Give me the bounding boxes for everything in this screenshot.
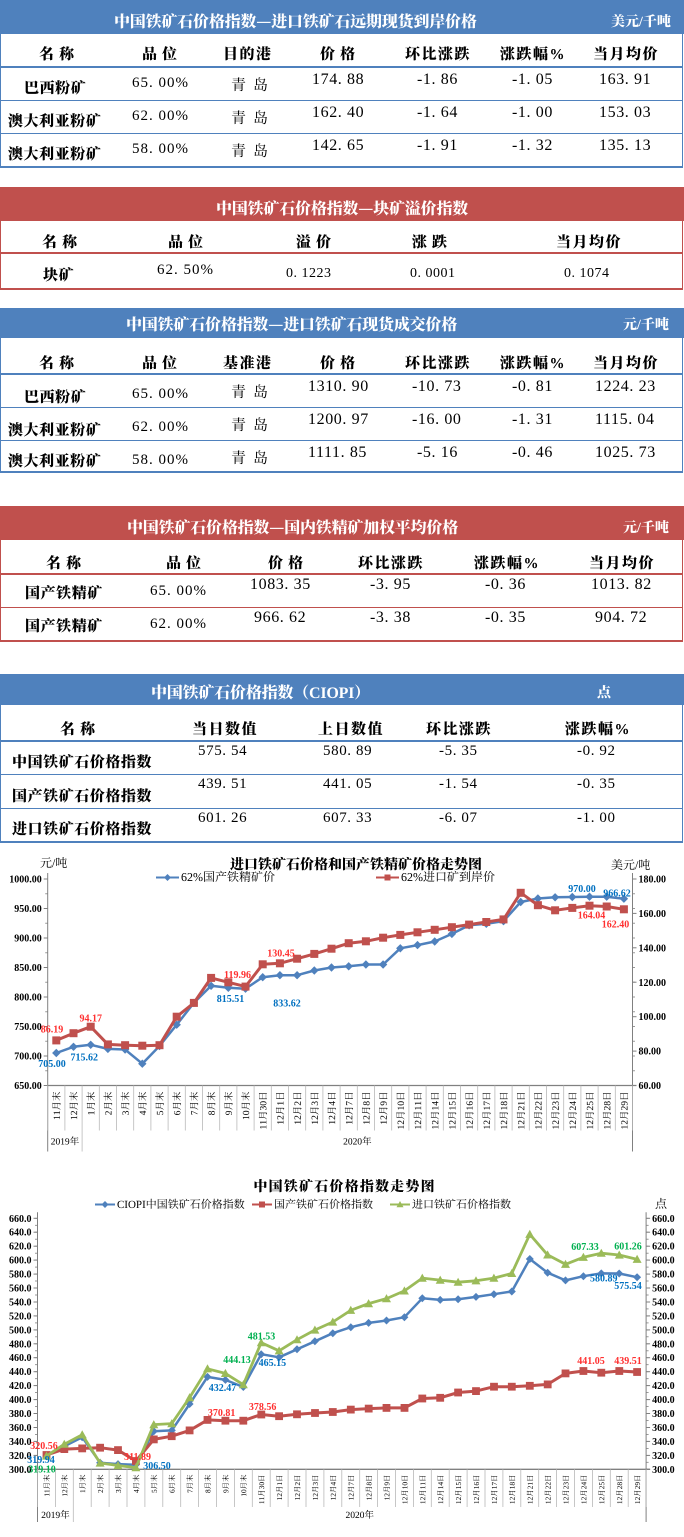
svg-text:380.0: 380.0 <box>9 1409 32 1420</box>
svg-text:60.00: 60.00 <box>639 1081 662 1092</box>
svg-text:94.17: 94.17 <box>79 1014 102 1025</box>
svg-text:966.62: 966.62 <box>603 889 631 900</box>
svg-text:100.00: 100.00 <box>639 1012 667 1023</box>
svg-text:311.89: 311.89 <box>124 1452 151 1463</box>
svg-text:162.40: 162.40 <box>602 920 630 931</box>
svg-text:950.00: 950.00 <box>14 904 42 915</box>
svg-text:160.00: 160.00 <box>639 909 667 920</box>
svg-text:660.0: 660.0 <box>9 1214 32 1225</box>
svg-text:1000.00: 1000.00 <box>9 875 42 886</box>
svg-text:460.0: 460.0 <box>652 1353 675 1364</box>
svg-text:640.0: 640.0 <box>652 1228 675 1239</box>
svg-text:80.00: 80.00 <box>639 1047 662 1058</box>
svg-text:119.96: 119.96 <box>224 970 251 981</box>
svg-text:560.0: 560.0 <box>652 1284 675 1295</box>
svg-text:540.0: 540.0 <box>652 1298 675 1309</box>
svg-text:86.19: 86.19 <box>41 1024 64 1035</box>
svg-text:650.00: 650.00 <box>14 1081 42 1092</box>
svg-text:520.0: 520.0 <box>9 1311 32 1322</box>
svg-text:500.0: 500.0 <box>9 1325 32 1336</box>
svg-text:700.00: 700.00 <box>14 1052 42 1063</box>
svg-text:439.51: 439.51 <box>614 1356 642 1367</box>
svg-text:500.0: 500.0 <box>652 1325 675 1336</box>
svg-text:560.0: 560.0 <box>9 1284 32 1295</box>
svg-text:432.47: 432.47 <box>209 1383 237 1394</box>
svg-text:440.0: 440.0 <box>9 1367 32 1378</box>
svg-text:970.00: 970.00 <box>568 884 596 895</box>
svg-text:520.0: 520.0 <box>652 1311 675 1322</box>
svg-text:300.0: 300.0 <box>652 1465 675 1476</box>
svg-text:540.0: 540.0 <box>9 1298 32 1309</box>
svg-text:815.51: 815.51 <box>217 994 245 1005</box>
svg-text:601.26: 601.26 <box>614 1242 642 1253</box>
svg-text:460.0: 460.0 <box>9 1353 32 1364</box>
svg-text:715.62: 715.62 <box>70 1052 98 1063</box>
svg-text:620.0: 620.0 <box>652 1242 675 1253</box>
svg-text:600.0: 600.0 <box>652 1256 675 1267</box>
svg-text:360.0: 360.0 <box>9 1423 32 1434</box>
svg-text:441.05: 441.05 <box>577 1356 605 1367</box>
svg-text:360.0: 360.0 <box>652 1423 675 1434</box>
svg-text:660.0: 660.0 <box>652 1214 675 1225</box>
svg-text:400.0: 400.0 <box>652 1395 675 1406</box>
svg-text:444.13: 444.13 <box>223 1355 251 1366</box>
svg-text:164.04: 164.04 <box>578 911 606 922</box>
svg-text:850.00: 850.00 <box>14 963 42 974</box>
svg-text:370.81: 370.81 <box>208 1408 236 1419</box>
svg-text:420.0: 420.0 <box>652 1381 675 1392</box>
svg-text:320.0: 320.0 <box>652 1451 675 1462</box>
svg-text:420.0: 420.0 <box>9 1381 32 1392</box>
svg-text:440.0: 440.0 <box>652 1367 675 1378</box>
svg-text:640.0: 640.0 <box>9 1228 32 1239</box>
svg-text:180.00: 180.00 <box>639 875 667 886</box>
svg-text:400.0: 400.0 <box>9 1395 32 1406</box>
svg-text:380.0: 380.0 <box>652 1409 675 1420</box>
svg-text:833.62: 833.62 <box>273 999 301 1010</box>
svg-text:320.0: 320.0 <box>9 1451 32 1462</box>
svg-text:319.10: 319.10 <box>28 1465 56 1476</box>
svg-text:481.53: 481.53 <box>248 1332 276 1343</box>
svg-text:320.56: 320.56 <box>30 1441 58 1452</box>
svg-text:750.00: 750.00 <box>14 1022 42 1033</box>
svg-text:600.0: 600.0 <box>9 1256 32 1267</box>
svg-text:705.00: 705.00 <box>38 1059 66 1070</box>
svg-text:120.00: 120.00 <box>639 978 667 989</box>
svg-text:575.54: 575.54 <box>614 1281 642 1292</box>
svg-text:130.45: 130.45 <box>267 949 295 960</box>
svg-text:465.15: 465.15 <box>259 1358 287 1369</box>
svg-text:306.50: 306.50 <box>143 1461 171 1472</box>
svg-text:580.0: 580.0 <box>652 1270 675 1281</box>
svg-text:300.0: 300.0 <box>9 1465 32 1476</box>
svg-text:340.0: 340.0 <box>9 1437 32 1448</box>
svg-text:340.0: 340.0 <box>652 1437 675 1448</box>
svg-text:140.00: 140.00 <box>639 943 667 954</box>
svg-text:620.0: 620.0 <box>9 1242 32 1253</box>
svg-text:580.0: 580.0 <box>9 1270 32 1281</box>
svg-text:480.0: 480.0 <box>652 1339 675 1350</box>
svg-text:580.89: 580.89 <box>590 1274 618 1285</box>
svg-text:378.56: 378.56 <box>249 1402 277 1413</box>
svg-text:480.0: 480.0 <box>9 1339 32 1350</box>
svg-text:607.33: 607.33 <box>571 1242 599 1253</box>
svg-text:900.00: 900.00 <box>14 934 42 945</box>
svg-text:800.00: 800.00 <box>14 993 42 1004</box>
svg-text:319.94: 319.94 <box>27 1455 55 1466</box>
